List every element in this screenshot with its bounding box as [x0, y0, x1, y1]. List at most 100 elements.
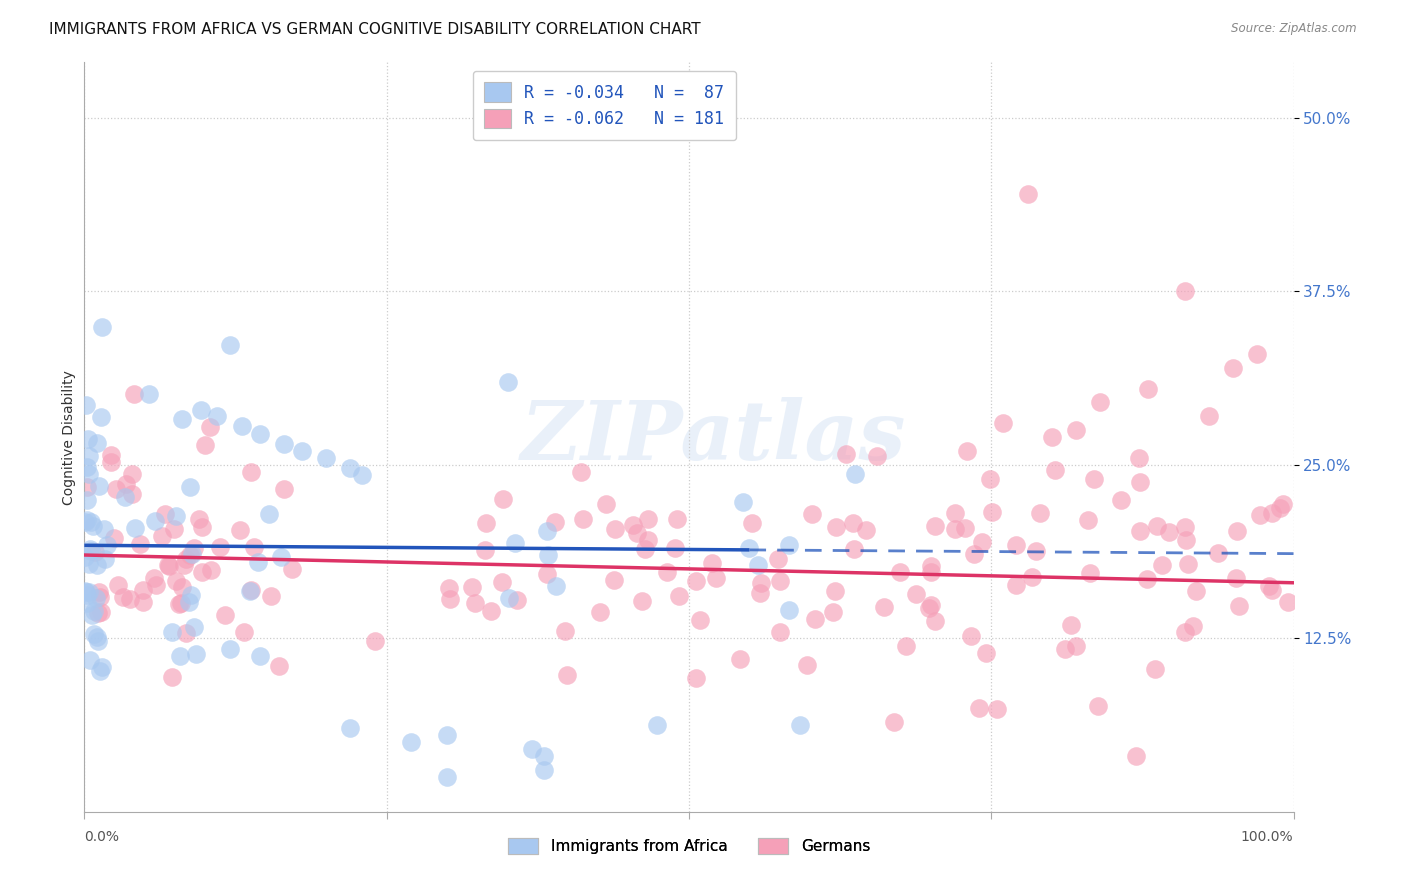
Point: [801, 507, 824, 521]
Point: [82, 518, 104, 533]
Point: [169, 648, 191, 663]
Point: [437, 581, 460, 595]
Point: [1175, 533, 1198, 548]
Point: [589, 605, 612, 619]
Point: [993, 416, 1015, 430]
Point: [339, 460, 361, 475]
Point: [1137, 382, 1160, 396]
Point: [974, 646, 997, 660]
Point: [243, 541, 266, 555]
Y-axis label: Cognitive Disability: Cognitive Disability: [62, 369, 76, 505]
Point: [1146, 519, 1168, 533]
Point: [953, 521, 976, 535]
Point: [1017, 187, 1039, 202]
Point: [503, 535, 526, 549]
Point: [835, 447, 858, 461]
Point: [1258, 579, 1281, 593]
Point: [198, 420, 221, 434]
Point: [183, 620, 205, 634]
Point: [439, 592, 461, 607]
Point: [90, 659, 112, 673]
Point: [90, 320, 112, 334]
Point: [768, 552, 790, 566]
Point: [873, 600, 896, 615]
Point: [603, 522, 626, 536]
Point: [436, 770, 458, 784]
Point: [498, 591, 520, 606]
Point: [738, 541, 761, 555]
Point: [174, 626, 197, 640]
Point: [1064, 640, 1087, 654]
Point: [270, 549, 292, 564]
Point: [972, 534, 994, 549]
Point: [239, 584, 262, 599]
Point: [160, 670, 183, 684]
Point: [124, 521, 146, 535]
Point: [595, 497, 617, 511]
Point: [174, 551, 197, 566]
Point: [260, 589, 283, 603]
Point: [536, 524, 558, 538]
Point: [1144, 662, 1167, 676]
Point: [1087, 698, 1109, 713]
Point: [1206, 546, 1229, 560]
Point: [1077, 513, 1099, 527]
Point: [544, 515, 567, 529]
Point: [824, 520, 846, 534]
Text: 100.0%: 100.0%: [1241, 830, 1294, 845]
Point: [626, 526, 648, 541]
Point: [83, 627, 105, 641]
Point: [1028, 506, 1050, 520]
Point: [602, 574, 624, 588]
Point: [87, 633, 110, 648]
Point: [76, 460, 98, 475]
Point: [904, 587, 927, 601]
Text: 0.0%: 0.0%: [84, 830, 120, 845]
Point: [796, 657, 818, 672]
Point: [1174, 625, 1197, 640]
Point: [728, 652, 751, 666]
Point: [169, 597, 191, 611]
Point: [165, 509, 187, 524]
Point: [121, 487, 143, 501]
Point: [1125, 749, 1147, 764]
Point: [159, 558, 181, 573]
Point: [924, 519, 946, 533]
Point: [496, 375, 519, 389]
Point: [83, 604, 105, 618]
Point: [179, 480, 201, 494]
Point: [844, 467, 866, 481]
Point: [111, 590, 134, 604]
Point: [107, 578, 129, 592]
Point: [150, 528, 173, 542]
Point: [533, 763, 555, 777]
Point: [87, 607, 110, 621]
Point: [173, 558, 195, 572]
Point: [769, 574, 792, 589]
Point: [1088, 395, 1111, 409]
Point: [1129, 475, 1152, 489]
Point: [821, 605, 844, 619]
Point: [657, 565, 679, 579]
Point: [76, 588, 98, 602]
Point: [1083, 472, 1105, 486]
Point: [79, 542, 101, 557]
Point: [191, 520, 214, 534]
Point: [1225, 571, 1247, 585]
Point: [1268, 500, 1291, 515]
Point: [73, 549, 96, 564]
Point: [100, 448, 122, 462]
Point: [172, 412, 194, 426]
Point: [637, 512, 659, 526]
Point: [83, 545, 105, 559]
Point: [981, 505, 1004, 519]
Point: [842, 542, 865, 557]
Point: [96, 538, 118, 552]
Point: [291, 444, 314, 458]
Point: [1226, 524, 1249, 538]
Point: [1005, 538, 1028, 552]
Point: [77, 467, 100, 482]
Point: [1078, 566, 1101, 580]
Point: [1111, 493, 1133, 508]
Point: [1246, 347, 1268, 361]
